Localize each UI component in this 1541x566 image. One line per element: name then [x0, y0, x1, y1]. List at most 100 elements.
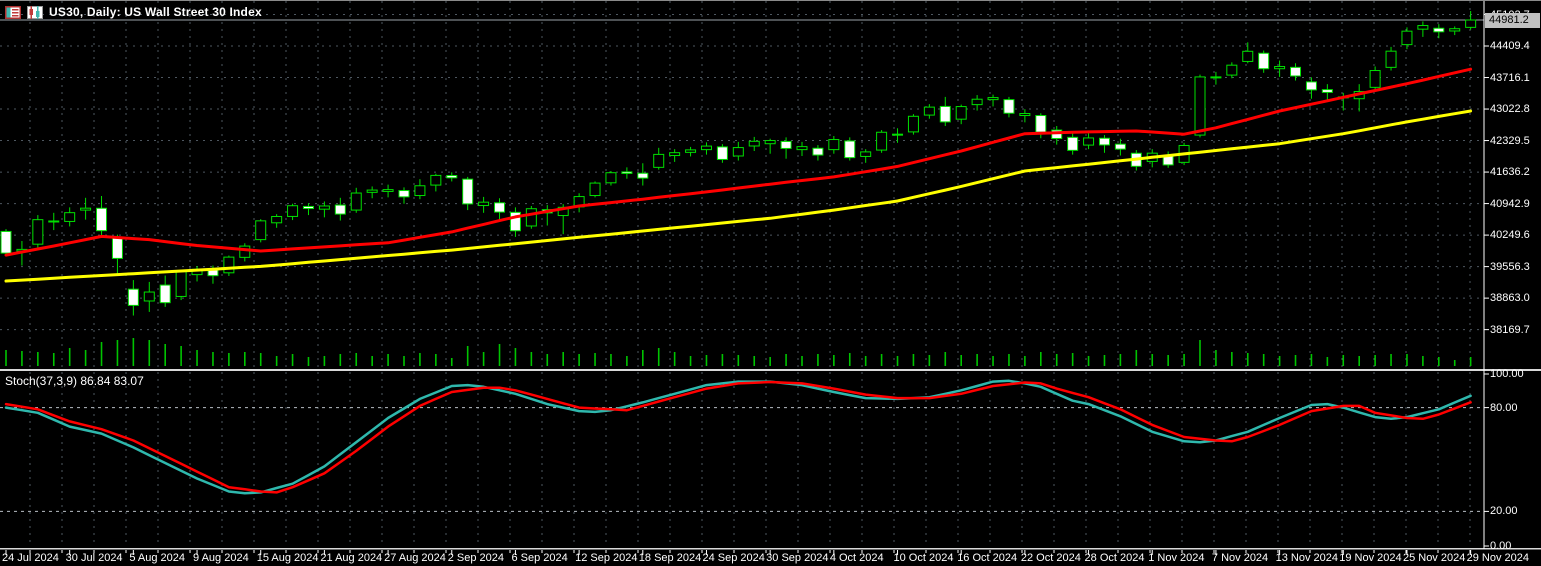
candle-body — [732, 147, 744, 157]
date-label: 15 Aug 2024 — [256, 552, 319, 564]
candle-body — [350, 192, 362, 211]
candle-body — [971, 98, 983, 106]
candle-body — [96, 207, 108, 232]
candle-body — [462, 178, 474, 205]
candle-body — [764, 140, 776, 145]
candle-body — [1114, 143, 1126, 150]
date-label: 22 Oct 2024 — [1020, 552, 1081, 564]
candle-body — [653, 153, 665, 168]
candle-body — [525, 208, 537, 227]
price-tick-label: 40249.6 — [1490, 229, 1530, 242]
candle-body — [1321, 89, 1333, 93]
price-tick-label: 43022.8 — [1490, 103, 1530, 116]
date-label: 13 Nov 2024 — [1275, 552, 1338, 564]
date-label: 4 Oct 2024 — [829, 552, 884, 564]
candle-body — [1369, 70, 1381, 88]
price-tick-label: 43716.1 — [1490, 71, 1530, 84]
candle-body — [159, 284, 171, 304]
ma-red-line — [4, 67, 1473, 257]
date-label: 5 Aug 2024 — [129, 552, 186, 564]
candle-body — [955, 106, 967, 120]
candle-body — [700, 145, 712, 151]
candle-body — [1465, 19, 1477, 28]
candle-body — [175, 271, 187, 297]
date-label: 21 Aug 2024 — [320, 552, 383, 564]
date-label: 18 Sep 2024 — [638, 552, 702, 564]
date-label: 12 Sep 2024 — [575, 552, 638, 564]
candle-body — [0, 230, 12, 254]
chart-title-bar: US30, Daily: US Wall Street 30 Index — [5, 5, 262, 19]
date-label: 9 Aug 2024 — [193, 552, 249, 564]
candle-body — [1226, 64, 1238, 76]
candle-body — [876, 131, 888, 151]
candle-body — [1003, 99, 1015, 114]
candle-body — [1210, 76, 1222, 79]
candle-body — [844, 140, 856, 159]
price-axis[interactable]: 45102.744409.443716.143022.842329.541636… — [1484, 1, 1541, 566]
candle-body — [796, 146, 808, 151]
candle-body — [494, 202, 506, 213]
candle-body — [605, 172, 617, 184]
candle-body — [1417, 25, 1429, 30]
candle-body — [302, 205, 314, 210]
candle-body — [478, 201, 490, 207]
indicator-tick-label: 0.00 — [1490, 540, 1512, 552]
candle-body — [1385, 50, 1397, 68]
candle-body — [366, 189, 378, 193]
candle-body — [382, 189, 394, 192]
candle-body — [939, 105, 951, 123]
date-label: 27 Aug 2024 — [384, 552, 446, 564]
candle-body — [446, 175, 458, 179]
candle-body — [223, 256, 235, 274]
stoch-signal-line — [4, 380, 1472, 494]
candle-body — [1242, 50, 1254, 62]
candlestick-chart-icon — [27, 5, 43, 19]
candle-body — [111, 236, 123, 259]
candle-body — [48, 220, 60, 223]
indicator-tick-label: 100.00 — [1490, 368, 1524, 380]
date-label: 28 Oct 2024 — [1084, 552, 1145, 564]
candle-body — [1035, 115, 1047, 133]
candle-body — [271, 215, 283, 224]
date-label: 24 Jul 2024 — [2, 552, 59, 564]
price-tick-label: 39556.3 — [1490, 260, 1530, 273]
candle-body — [1067, 136, 1079, 151]
candle-body — [1290, 66, 1302, 77]
candle-body — [1258, 52, 1270, 70]
date-label: 2 Sep 2024 — [447, 552, 505, 564]
candle-body — [318, 205, 330, 210]
date-axis[interactable]: 24 Jul 2024 30 Jul 2024 5 Aug 2024 9 Aug 20… — [0, 550, 1541, 566]
candle-body — [812, 147, 824, 156]
stoch-main-line — [4, 379, 1472, 495]
candle-body — [287, 205, 299, 217]
candle-body — [987, 97, 999, 101]
date-label: 24 Sep 2024 — [702, 552, 765, 564]
price-tick-label: 42329.5 — [1490, 134, 1530, 147]
candle-body — [1401, 30, 1413, 46]
candle-body — [923, 106, 935, 116]
date-label: 30 Sep 2024 — [766, 552, 829, 564]
candle-body — [1305, 81, 1317, 91]
candle-body — [1098, 137, 1110, 146]
ma-yellow-line — [4, 109, 1473, 283]
candle-body — [637, 172, 649, 179]
candle-body — [1274, 66, 1286, 70]
candle-body — [80, 207, 92, 211]
candle-body — [621, 171, 633, 174]
date-label: 6 Sep 2024 — [511, 552, 568, 564]
candle-body — [430, 174, 442, 186]
candle-body — [255, 220, 267, 241]
journal-icon — [5, 5, 21, 19]
price-tick-label: 40942.9 — [1490, 197, 1530, 210]
pane-separator — [0, 548, 1541, 550]
date-label: 25 Nov 2024 — [1402, 552, 1466, 564]
candle-body — [127, 288, 139, 306]
indicator-tick-label: 20.00 — [1490, 505, 1518, 518]
candle-body — [716, 146, 728, 160]
candle-body — [1433, 27, 1445, 33]
candle-body — [860, 151, 872, 157]
candle-body — [143, 291, 155, 302]
